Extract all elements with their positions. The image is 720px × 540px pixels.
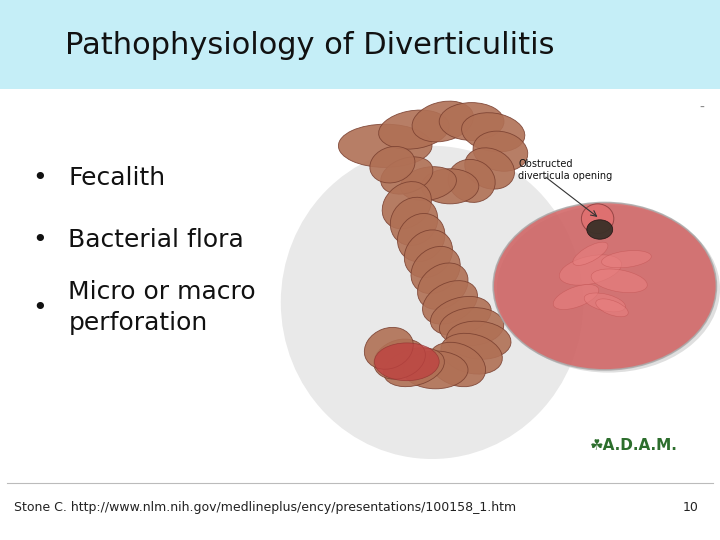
Ellipse shape [553, 285, 599, 309]
Ellipse shape [441, 333, 503, 374]
Text: Pathophysiology of Diverticulitis: Pathophysiology of Diverticulitis [65, 31, 554, 60]
Ellipse shape [400, 167, 456, 200]
Ellipse shape [418, 263, 468, 309]
Ellipse shape [374, 339, 426, 379]
Ellipse shape [411, 246, 460, 294]
FancyBboxPatch shape [0, 0, 720, 89]
Text: Fecalith: Fecalith [68, 166, 166, 190]
Text: Bacterial flora: Bacterial flora [68, 228, 244, 252]
Ellipse shape [439, 308, 504, 346]
Ellipse shape [423, 281, 477, 324]
Ellipse shape [397, 213, 445, 262]
Text: •: • [32, 228, 47, 252]
Ellipse shape [412, 101, 474, 142]
Text: ☘A.D.A.M.: ☘A.D.A.M. [590, 438, 678, 453]
Text: Stone C. http://www.nlm.nih.gov/medlineplus/ency/presentations/100158_1.htm: Stone C. http://www.nlm.nih.gov/medlinep… [14, 501, 516, 514]
Text: •: • [32, 296, 47, 320]
Ellipse shape [591, 269, 647, 293]
Ellipse shape [473, 131, 528, 171]
Ellipse shape [595, 299, 629, 317]
Ellipse shape [403, 351, 468, 389]
Circle shape [493, 202, 716, 370]
Text: Obstructed
diverticula opening: Obstructed diverticula opening [518, 159, 613, 181]
Ellipse shape [601, 251, 652, 268]
Ellipse shape [439, 103, 504, 140]
Ellipse shape [379, 110, 449, 149]
Ellipse shape [374, 343, 439, 381]
Ellipse shape [421, 168, 479, 204]
Ellipse shape [446, 321, 511, 359]
Ellipse shape [364, 327, 413, 369]
Ellipse shape [370, 146, 415, 183]
Ellipse shape [381, 157, 433, 194]
Ellipse shape [338, 124, 432, 167]
Ellipse shape [429, 342, 485, 387]
Ellipse shape [384, 348, 444, 387]
Circle shape [587, 220, 613, 239]
Text: 10: 10 [683, 501, 698, 514]
Ellipse shape [573, 242, 608, 266]
Ellipse shape [448, 159, 495, 202]
Ellipse shape [281, 146, 583, 459]
Ellipse shape [390, 197, 438, 246]
Ellipse shape [382, 181, 431, 229]
Ellipse shape [464, 148, 515, 189]
Ellipse shape [462, 113, 525, 152]
Ellipse shape [431, 296, 491, 335]
Text: •: • [32, 166, 47, 190]
Ellipse shape [584, 293, 626, 312]
Circle shape [497, 205, 720, 373]
Text: -: - [700, 101, 704, 115]
Ellipse shape [405, 230, 452, 278]
Ellipse shape [559, 255, 621, 285]
Text: Micro or macro
perforation: Micro or macro perforation [68, 280, 256, 335]
Ellipse shape [582, 204, 614, 233]
